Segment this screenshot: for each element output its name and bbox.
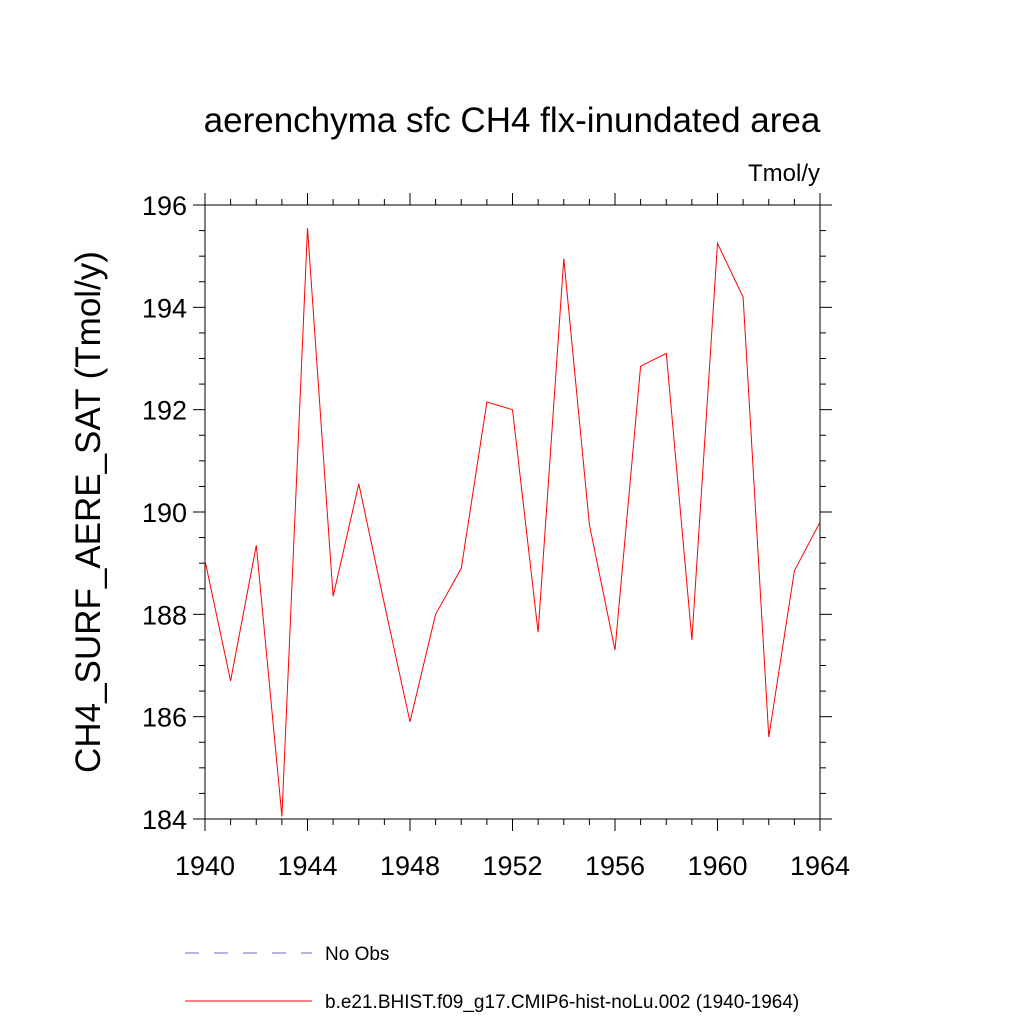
x-tick-label: 1964: [790, 851, 850, 881]
series-layer: [204, 227, 821, 817]
chart-title: aerenchyma sfc CH4 flx-inundated area: [204, 101, 821, 140]
x-tick-label: 1956: [585, 851, 645, 881]
y-axis-label: CH4_SURF_AERE_SAT (Tmol/y): [69, 251, 108, 773]
y-tick-label: 190: [142, 498, 187, 528]
x-tick-label: 1944: [277, 851, 337, 881]
plot-frame: [204, 204, 821, 820]
legend-label-no-obs: No Obs: [325, 944, 389, 965]
y-tick-label: 196: [142, 191, 187, 221]
x-tick-label: 1948: [380, 851, 440, 881]
x-tick-label: 1960: [687, 851, 747, 881]
y-tick-label: 192: [142, 396, 187, 426]
y-tick-label: 194: [142, 293, 187, 323]
y-tick-label: 186: [142, 703, 187, 733]
legend-label-model: b.e21.BHIST.f09_g17.CMIP6-hist-noLu.002 …: [325, 992, 799, 1013]
y-tick-label: 188: [142, 600, 187, 630]
y-tick-label: 184: [142, 805, 187, 835]
legend: No Obs b.e21.BHIST.f09_g17.CMIP6-hist-no…: [185, 944, 799, 1013]
y-axis-ticks: 184 186 188 190 192 194 196: [142, 191, 832, 835]
x-axis-ticks: 1940 1944 1948 1952 1956 1960 1964: [175, 193, 850, 881]
x-tick-label: 1940: [175, 851, 235, 881]
x-tick-label: 1952: [482, 851, 542, 881]
units-label: Tmol/y: [748, 160, 820, 187]
series-line-0: [204, 227, 821, 817]
